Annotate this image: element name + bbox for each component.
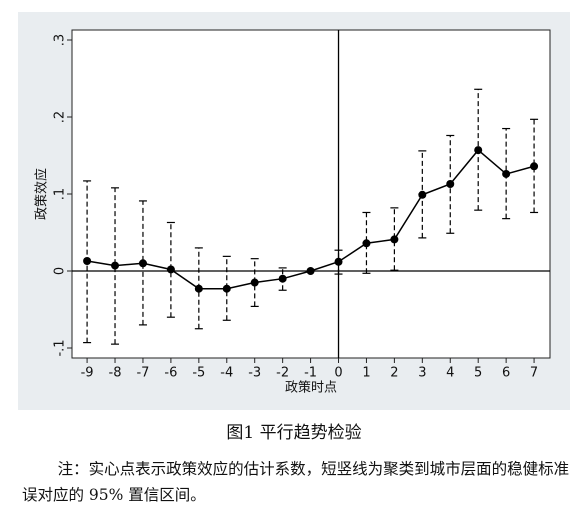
x-axis-label: 政策时点	[285, 380, 337, 396]
chart: 政策效应 政策时点 -.1 0 .1 .2 .3 -9 -8 -7 -6 -5 -4 -3 -2 -1 0 1…	[18, 12, 570, 410]
point	[474, 146, 483, 155]
x-tick-label: -3	[248, 366, 261, 381]
point	[362, 239, 371, 248]
point	[222, 284, 231, 293]
y-tick-label: .1	[53, 188, 68, 200]
x-tick-label: -1	[304, 366, 317, 381]
point	[250, 278, 259, 287]
x-tick-label: 1	[362, 366, 370, 381]
point	[194, 284, 203, 293]
x-tick-label: -4	[220, 366, 233, 381]
y-tick-label: -.1	[53, 339, 68, 356]
x-tick-label: 5	[474, 366, 482, 381]
x-tick-label: -2	[276, 366, 289, 381]
point	[306, 266, 315, 275]
figure-note: 注：实心点表示政策效应的估计系数，短竖线为聚类到城市层面的稳健标准误对应的 95…	[22, 460, 570, 504]
point	[446, 179, 455, 188]
point	[83, 256, 92, 265]
x-tick-label: -5	[192, 366, 205, 381]
x-tick-label: -9	[81, 366, 94, 381]
point	[418, 190, 427, 199]
y-axis-label: 政策效应	[34, 168, 50, 220]
x-tick-label: 4	[446, 366, 454, 381]
x-tick-label: -8	[109, 366, 122, 381]
x-tick-label: 6	[502, 366, 510, 381]
x-tick-label: 2	[390, 366, 398, 381]
x-tick-label: 7	[530, 366, 538, 381]
y-tick-label: .2	[53, 111, 68, 123]
plot-area	[71, 29, 551, 359]
point	[334, 257, 343, 266]
point	[530, 162, 539, 171]
point	[111, 261, 120, 270]
point	[278, 274, 287, 283]
point	[502, 169, 511, 178]
point	[166, 265, 175, 274]
x-tick-label: -6	[164, 366, 177, 381]
point	[390, 235, 399, 244]
y-tick-label: 0	[53, 267, 68, 275]
y-tick-label: .3	[53, 34, 68, 46]
x-tick-label: -7	[136, 366, 149, 381]
x-tick-label: 3	[418, 366, 426, 381]
figure-caption: 图1 平行趋势检验	[226, 423, 362, 443]
x-tick-label: 0	[334, 366, 342, 381]
point	[138, 259, 147, 268]
